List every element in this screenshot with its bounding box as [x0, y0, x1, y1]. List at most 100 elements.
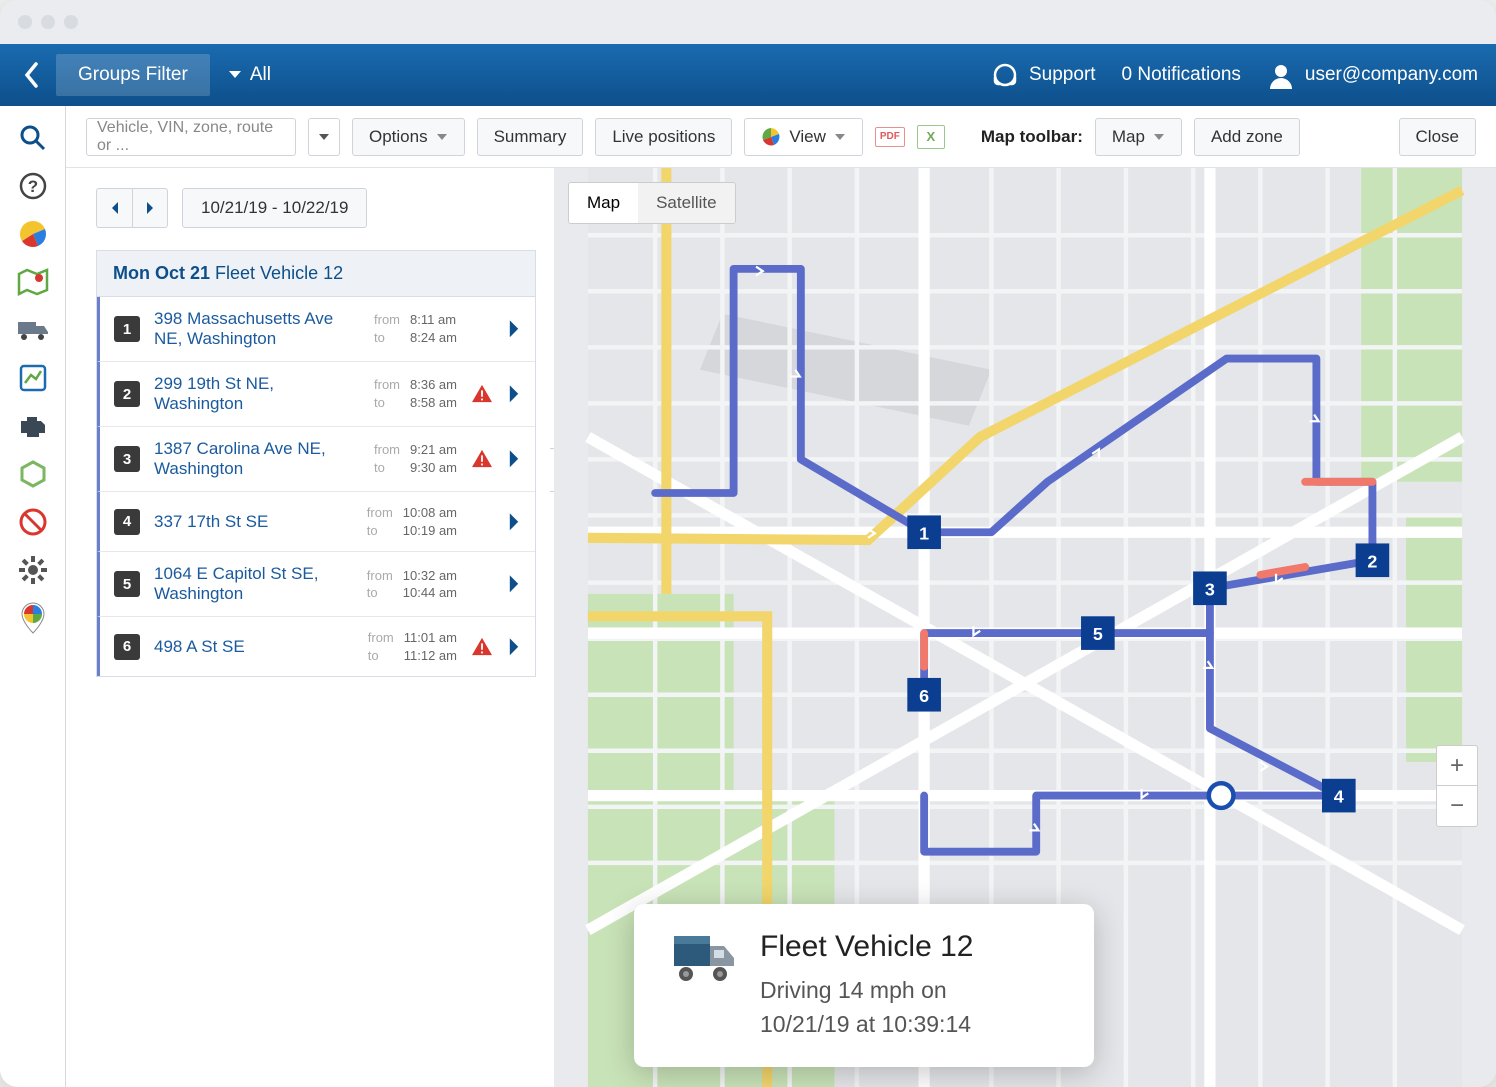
map-marker[interactable]: 2: [1356, 543, 1390, 577]
window-dot: [18, 15, 32, 29]
chevron-down-icon: [436, 133, 448, 141]
svg-text:4: 4: [1334, 787, 1344, 807]
date-prev-button[interactable]: [96, 188, 132, 228]
stop-row[interactable]: 3 1387 Carolina Ave NE, Washington from9:2…: [97, 427, 535, 492]
popup-status-2: 10/21/19 at 10:39:14: [760, 1008, 973, 1041]
trip-day: Mon Oct 21: [113, 263, 210, 283]
map-marker[interactable]: 1: [907, 515, 941, 549]
sidebar-vehicles[interactable]: [11, 308, 55, 352]
sidebar-exceptions[interactable]: [11, 500, 55, 544]
sidebar-search[interactable]: [11, 116, 55, 160]
stop-times: from10:08 amto10:19 am: [367, 504, 457, 539]
options-button[interactable]: Options: [352, 118, 465, 156]
live-positions-button[interactable]: Live positions: [595, 118, 732, 156]
engine-icon: [17, 413, 49, 439]
topbar-right: Support 0 Notifications user@company.com: [991, 61, 1478, 89]
pie-small-icon: [761, 127, 781, 147]
hexagon-icon: [18, 459, 48, 489]
svg-text:6: 6: [919, 686, 929, 706]
stop-row[interactable]: 1398 Massachusetts Ave NE, Washingtonfro…: [97, 297, 535, 362]
groups-filter-button[interactable]: Groups Filter: [56, 54, 210, 96]
svg-text:3: 3: [1205, 579, 1215, 599]
trip-vehicle: Fleet Vehicle 12: [215, 263, 343, 283]
stop-row[interactable]: 4 337 17th St SE from10:08 amto10:19 am: [97, 492, 535, 552]
chevron-down-icon: [318, 133, 330, 141]
stop-address: 1387 Carolina Ave NE, Washington: [154, 439, 360, 479]
excel-export-button[interactable]: X: [917, 125, 945, 149]
stop-row[interactable]: 51064 E Capitol St SE, Washingtonfrom10:…: [97, 552, 535, 617]
stop-row[interactable]: 6498 A St SEfrom11:01 amto11:12 am: [97, 617, 535, 676]
view-button[interactable]: View: [744, 118, 863, 156]
date-range-picker[interactable]: 10/21/19 - 10/22/19: [182, 188, 367, 228]
sidebar-settings[interactable]: [11, 548, 55, 592]
stop-times: from10:32 amto10:44 am: [367, 567, 457, 602]
expand-icon: [507, 637, 521, 657]
stop-number: 2: [114, 381, 140, 407]
expand-icon: [507, 319, 521, 339]
filter-dropdown[interactable]: All: [228, 64, 271, 86]
stop-address: 337 17th St SE: [154, 512, 353, 532]
support-link[interactable]: Support: [991, 61, 1096, 89]
map-toolbar-label: Map toolbar:: [981, 127, 1083, 147]
stop-times: from9:21 amto9:30 am: [374, 441, 457, 476]
support-label: Support: [1029, 64, 1096, 86]
stop-address: 398 Massachusetts Ave NE, Washington: [154, 309, 360, 349]
truck-icon: [668, 930, 738, 986]
search-dropdown[interactable]: [308, 118, 340, 156]
sidebar-analytics[interactable]: [11, 356, 55, 400]
map-marker[interactable]: 5: [1081, 616, 1115, 650]
stop-number: 3: [114, 446, 140, 472]
add-zone-button[interactable]: Add zone: [1194, 118, 1300, 156]
sidebar-rules[interactable]: [11, 452, 55, 496]
stop-number: 4: [114, 509, 140, 535]
zoom-out-button[interactable]: −: [1437, 786, 1477, 826]
stop-times: from8:36 amto8:58 am: [374, 376, 457, 411]
headset-icon: [991, 61, 1019, 89]
sidebar-help[interactable]: ?: [11, 164, 55, 208]
content: ? Vehicle, VIN, zone, route or ... Optio…: [0, 106, 1496, 1087]
notifications-link[interactable]: 0 Notifications: [1122, 64, 1241, 86]
vehicle-search-input[interactable]: Vehicle, VIN, zone, route or ...: [86, 118, 296, 156]
map-tab-map[interactable]: Map: [569, 183, 638, 223]
vehicle-popup: Fleet Vehicle 12 Driving 14 mph on 10/21…: [634, 904, 1094, 1067]
user-icon: [1267, 61, 1295, 89]
back-button[interactable]: [18, 61, 46, 89]
expand-icon: [507, 512, 521, 532]
map-marker[interactable]: 3: [1193, 571, 1227, 605]
map-area[interactable]: Map Satellite: [554, 168, 1496, 1087]
svg-text:2: 2: [1367, 551, 1377, 571]
close-button[interactable]: Close: [1399, 118, 1476, 156]
map-tab-satellite[interactable]: Satellite: [638, 183, 734, 223]
stop-address: 1064 E Capitol St SE, Washington: [154, 564, 353, 604]
app-window: Groups Filter All Support 0 Notification…: [0, 0, 1496, 1087]
sidebar-marketplace[interactable]: [11, 596, 55, 640]
summary-button[interactable]: Summary: [477, 118, 584, 156]
chevron-down-icon: [834, 133, 846, 141]
svg-text:?: ?: [27, 177, 37, 196]
date-next-button[interactable]: [132, 188, 168, 228]
map-type-select[interactable]: Map: [1095, 118, 1182, 156]
stop-row[interactable]: 2299 19th St NE, Washingtonfrom8:36 amto…: [97, 362, 535, 427]
zoom-control: + −: [1436, 745, 1478, 827]
stop-address: 498 A St SE: [154, 637, 354, 657]
sidebar-reports[interactable]: [11, 212, 55, 256]
sidebar-engine[interactable]: [11, 404, 55, 448]
expand-icon: [507, 574, 521, 594]
chart-line-icon: [18, 363, 48, 393]
zoom-in-button[interactable]: +: [1437, 746, 1477, 786]
trip-panel: 10/21/19 - 10/22/19 Mon Oct 21 Fleet Veh…: [66, 168, 554, 1087]
chevron-down-icon: [228, 70, 242, 80]
stop-times: from11:01 amto11:12 am: [368, 629, 457, 664]
pdf-export-button[interactable]: PDF: [875, 127, 905, 147]
warning-icon: [471, 384, 493, 404]
map-marker[interactable]: 6: [907, 678, 941, 712]
filter-value: All: [250, 64, 271, 86]
search-placeholder: Vehicle, VIN, zone, route or ...: [97, 119, 285, 155]
stops-list: 1398 Massachusetts Ave NE, Washingtonfro…: [96, 296, 536, 677]
no-entry-icon: [18, 507, 48, 537]
map-marker[interactable]: 4: [1322, 779, 1356, 813]
map-type-tabs: Map Satellite: [568, 182, 736, 224]
user-menu[interactable]: user@company.com: [1267, 61, 1478, 89]
gear-icon: [18, 555, 48, 585]
sidebar-map[interactable]: [11, 260, 55, 304]
